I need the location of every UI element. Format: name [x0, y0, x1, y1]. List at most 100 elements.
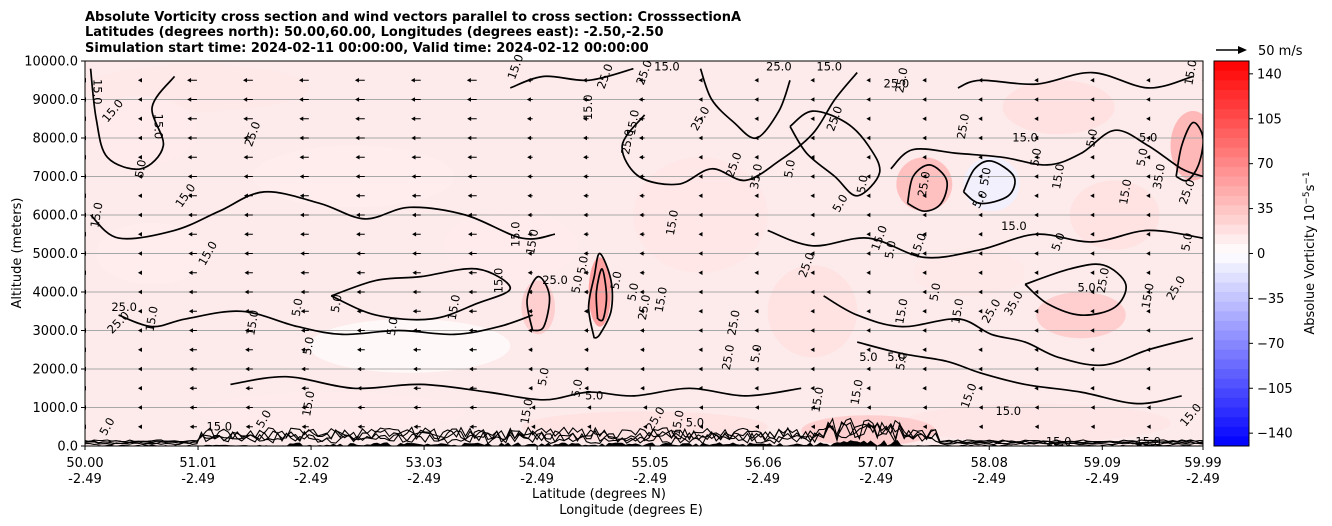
wind-vector-head: [526, 116, 531, 121]
wind-vector-head: [978, 251, 983, 256]
wind-vector-head: [466, 97, 471, 102]
wind-vector-head: [245, 424, 250, 429]
wind-vector: [978, 270, 983, 275]
wind-vector-head: [866, 366, 871, 372]
wind-vector: [1034, 135, 1039, 141]
wind-vector-head: [244, 270, 249, 275]
colorbar-tick-label: −105: [1257, 382, 1293, 397]
colorbar-band: [1214, 340, 1249, 350]
wind-vector: [527, 232, 533, 237]
contour-label: 25.0: [111, 300, 137, 314]
wind-vector-head: [411, 174, 416, 179]
wind-vector: [583, 270, 589, 275]
wind-vector: [1146, 366, 1151, 372]
wind-vector-head: [866, 97, 871, 102]
wind-vector-head: [810, 328, 815, 333]
wind-vector: [526, 116, 533, 121]
y-tick-label: 2000.0: [33, 363, 79, 378]
contour-line: [823, 295, 1194, 367]
wind-vector-head: [810, 424, 815, 429]
x-tick-label-latitude: 54.04: [519, 456, 556, 471]
wind-vector: [356, 289, 365, 295]
wind-vector-head: [866, 347, 871, 352]
wind-vector: [301, 405, 309, 410]
wind-vector: [754, 97, 759, 102]
y-tick-label: 4000.0: [33, 286, 79, 301]
wind-vector: [299, 135, 309, 141]
colorbar-band: [1214, 263, 1249, 273]
wind-vector: [698, 251, 703, 256]
wind-vector-head: [355, 193, 360, 198]
wind-vector-head: [922, 270, 927, 275]
x-tick-label-longitude: -2.49: [294, 472, 328, 487]
wind-vector-head: [978, 289, 983, 295]
wind-vector: [866, 135, 871, 141]
wind-vector-head: [1090, 78, 1095, 83]
wind-vector-head: [244, 232, 249, 237]
wind-vector: [810, 328, 815, 333]
wind-vector-head: [301, 424, 306, 429]
wind-vector: [639, 212, 645, 218]
wind-vector-head: [300, 251, 305, 256]
wind-vector: [754, 289, 759, 295]
wind-vector: [583, 232, 589, 237]
colorbar-label-unit-exponent: −1: [1302, 171, 1312, 184]
contour-label: 25.0: [766, 60, 792, 74]
contour-lines: [89, 67, 1203, 405]
contour-label: 5.0: [535, 366, 552, 386]
wind-vector: [922, 366, 927, 372]
wind-vector-head: [754, 309, 759, 314]
wind-vector-head: [356, 232, 361, 237]
wind-vector-head: [299, 193, 304, 198]
wind-vector-head: [1090, 289, 1095, 295]
contour-label: 15.0: [508, 221, 522, 247]
colorbar-band: [1214, 253, 1249, 264]
wind-vector-head: [137, 97, 142, 102]
wind-vector: [922, 270, 927, 275]
wind-vector: [411, 155, 421, 160]
colorbar-band: [1214, 224, 1249, 235]
wind-vector: [1146, 405, 1151, 410]
wind-vector-head: [978, 232, 983, 237]
colorbar-tick-label: −140: [1257, 427, 1293, 442]
contour-label: 5.0: [893, 351, 910, 371]
colorbar-band: [1214, 195, 1249, 206]
colorbar-band: [1214, 118, 1249, 129]
wind-vector-head: [469, 405, 474, 410]
x-tick-label-longitude: -2.49: [1085, 472, 1119, 487]
wind-vector-head: [810, 97, 815, 102]
contour-label: 25.0: [884, 77, 910, 91]
wind-vector-head: [583, 251, 588, 256]
wind-vector: [137, 405, 142, 410]
wind-vector: [468, 251, 477, 256]
colorbar-label-unit: s: [1303, 184, 1318, 191]
contour-line: [230, 375, 802, 401]
x-tick-label-longitude: -2.49: [520, 472, 554, 487]
contour-line: [595, 268, 608, 322]
wind-vector: [187, 193, 197, 198]
wind-vector: [244, 232, 253, 237]
wind-vector-head: [639, 289, 644, 295]
wind-vector-head: [244, 328, 249, 333]
wind-vector: [922, 78, 927, 83]
wind-vector: [355, 155, 365, 160]
wind-vector: [355, 97, 365, 102]
wind-vector: [531, 405, 536, 410]
wind-vector-head: [243, 116, 248, 121]
wind-vector-head: [357, 405, 362, 410]
wind-vector-head: [466, 78, 471, 83]
wind-vector-head: [583, 174, 588, 179]
wind-vector-head: [413, 366, 418, 372]
chart-title-line-3: Simulation start time: 2024-02-11 00:00:…: [85, 41, 649, 56]
colorbar-band: [1214, 243, 1249, 254]
wind-vector: [1034, 328, 1039, 333]
wind-vector: [810, 232, 815, 237]
wind-vector-head: [583, 212, 588, 218]
wind-vector: [527, 174, 533, 179]
wind-vector-head: [922, 424, 927, 429]
wind-vector-head: [639, 193, 644, 198]
wind-vector-head: [299, 97, 304, 102]
wind-vector: [754, 328, 759, 333]
wind-vector: [244, 270, 253, 275]
wind-vector-head: [866, 405, 871, 410]
